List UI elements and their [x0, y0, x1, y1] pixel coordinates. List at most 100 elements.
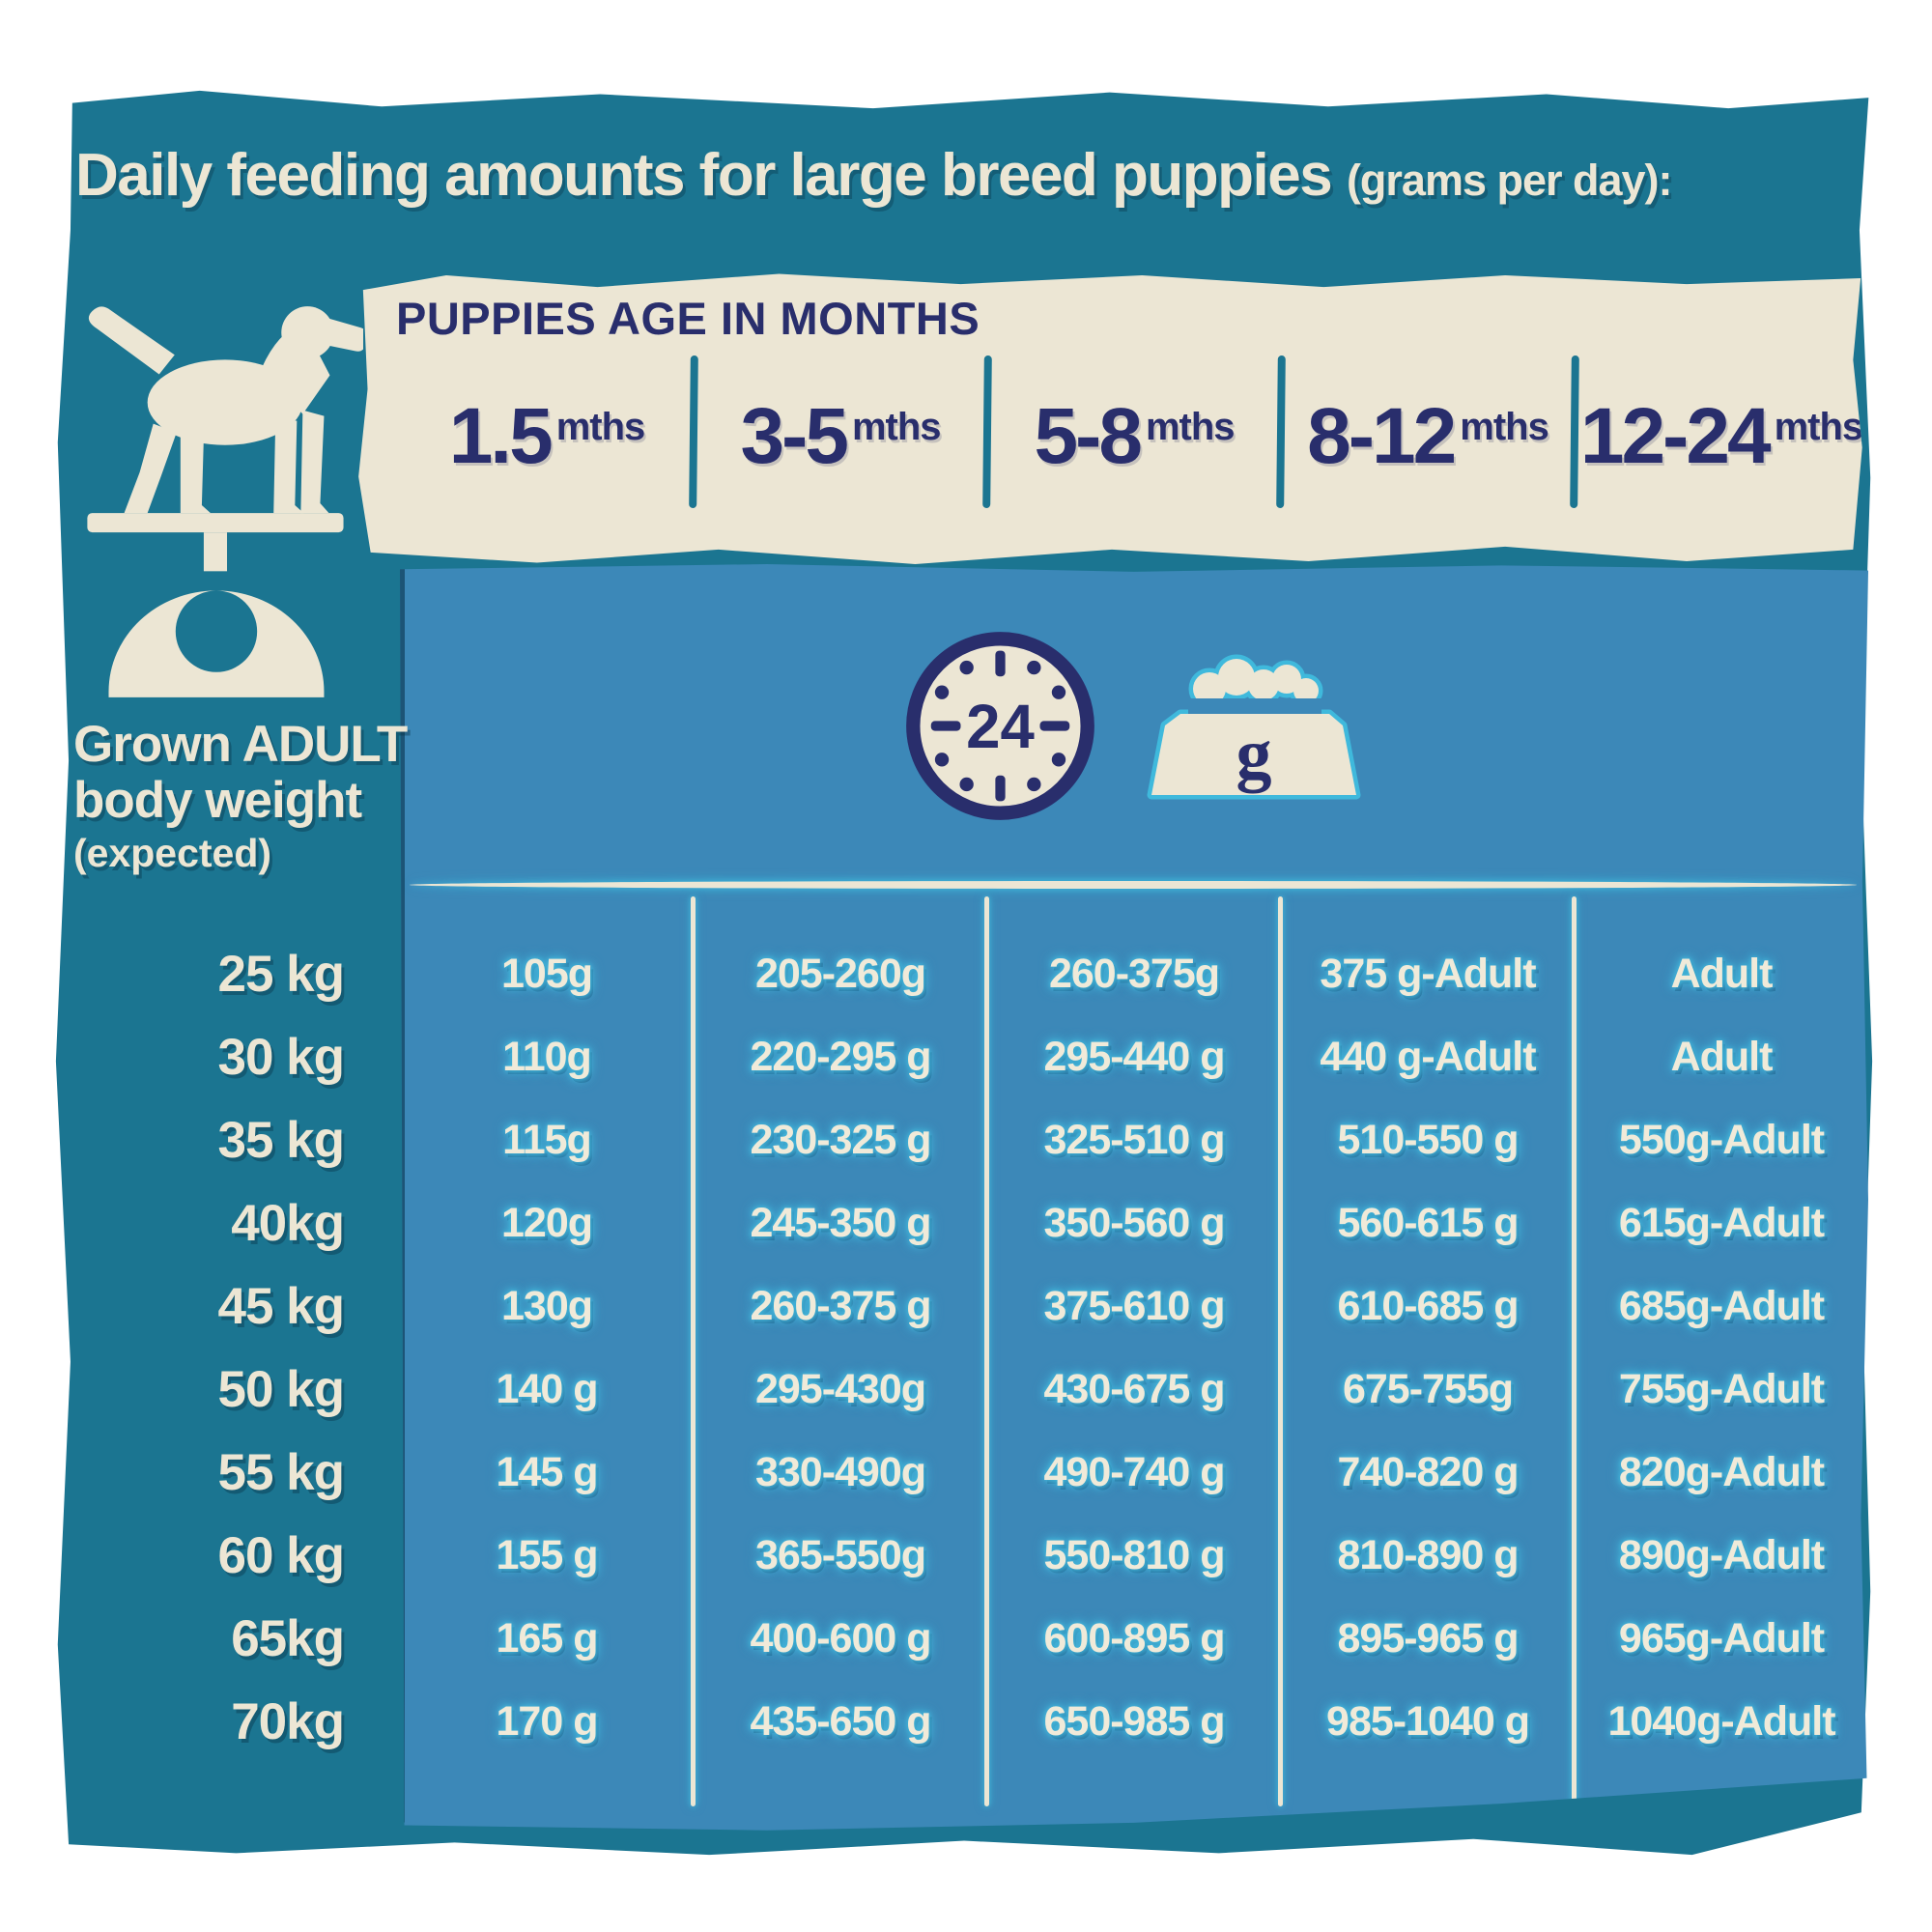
weight-label: 60 kg	[217, 1526, 345, 1584]
feeding-amount-cell: 260-375g	[1048, 950, 1220, 997]
weight-label: 30 kg	[217, 1028, 345, 1086]
data-grid: 105g 205-260g 260-375g 375 g-Adult Adult 110g…	[400, 932, 1868, 1763]
feeding-amount-cell: 170 g	[496, 1697, 599, 1745]
feeding-amount-cell: 755g-Adult	[1618, 1365, 1825, 1412]
age-header-title: PUPPIES AGE IN MONTHS	[396, 293, 980, 344]
page-title-main: Daily feeding amounts for large breed pu…	[75, 142, 1333, 209]
page-title-units: (grams per day):	[1346, 156, 1673, 205]
age-separator	[982, 355, 992, 509]
age-header-band: PUPPIES AGE IN MONTHS 1.5 mths 3-5 mths 5-8 m…	[358, 273, 1863, 564]
feeding-amount-cell: 375-610 g	[1043, 1282, 1225, 1329]
feeding-amount-cell: 400-600 g	[750, 1614, 931, 1662]
column-separator	[1572, 896, 1577, 1806]
feeding-amount-cell: 550g-Adult	[1618, 1116, 1825, 1163]
feeding-amount-cell: Adult	[1670, 1033, 1774, 1080]
feeding-amount-cell: 550-810 g	[1043, 1531, 1225, 1578]
dog-on-scale-icon	[87, 306, 363, 697]
feeding-amount-cell: 895-965 g	[1337, 1614, 1519, 1662]
weight-label: 35 kg	[217, 1111, 345, 1169]
age-separator	[1570, 355, 1579, 509]
age-column-header: 5-8 mths	[987, 352, 1281, 522]
age-column-header: 8-12 mths	[1281, 352, 1575, 522]
weight-label: 40kg	[231, 1194, 345, 1252]
feeding-amount-cell: 490-740 g	[1043, 1448, 1225, 1495]
feeding-amount-cell: 230-325 g	[750, 1116, 931, 1163]
feeding-amount-cell: 615g-Adult	[1618, 1199, 1825, 1246]
feeding-amount-cell: 965g-Adult	[1618, 1614, 1825, 1662]
column-separator	[1278, 896, 1283, 1806]
table-top-divider	[410, 881, 1857, 889]
feeding-amount-cell: 110g	[502, 1033, 592, 1080]
age-separator	[1276, 355, 1286, 509]
feeding-amount-cell: 685g-Adult	[1618, 1282, 1825, 1329]
feeding-amount-cell: 600-895 g	[1043, 1614, 1225, 1662]
feeding-amount-cell: 820g-Adult	[1618, 1448, 1825, 1495]
feeding-amount-cell: 890g-Adult	[1618, 1531, 1825, 1578]
page-title: Daily feeding amounts for large breed pu…	[75, 141, 1853, 210]
feeding-amount-cell: 375 g-Adult	[1320, 950, 1536, 997]
age-unit: mths	[1460, 405, 1549, 448]
feeding-amount-cell: 245-350 g	[750, 1199, 931, 1246]
feeding-amount-cell: 350-560 g	[1043, 1199, 1225, 1246]
row-header-line2: body weight	[73, 772, 362, 830]
bowl-grams-label: g	[1236, 715, 1272, 794]
age-value: 1.5	[448, 392, 554, 480]
feeding-amount-cell: 675-755g	[1342, 1365, 1514, 1412]
age-value: 5-8	[1034, 392, 1143, 480]
weight-label: 25 kg	[217, 945, 345, 1003]
weight-label: 45 kg	[217, 1277, 345, 1335]
feeding-amount-cell: 985-1040 g	[1326, 1697, 1530, 1745]
feeding-amount-cell: 435-650 g	[750, 1697, 931, 1745]
feeding-amount-cell: 365-550g	[754, 1531, 926, 1578]
feeding-table: 24 g 105g 205-260g 260-375g 375 g-Adult Adul…	[400, 564, 1868, 1831]
feeding-amount-cell: 145 g	[496, 1448, 599, 1495]
age-separator	[689, 355, 698, 509]
age-unit: mths	[555, 405, 646, 448]
feeding-amount-cell: 560-615 g	[1337, 1199, 1519, 1246]
weight-label: 65kg	[231, 1609, 345, 1667]
feeding-amount-cell: 740-820 g	[1337, 1448, 1519, 1495]
feeding-amount-cell: 440 g-Adult	[1320, 1033, 1536, 1080]
feeding-amount-cell: 205-260g	[754, 950, 926, 997]
age-column-header: 3-5 mths	[694, 352, 987, 522]
icons-row: 24 g	[400, 624, 1868, 827]
feeding-amount-cell: 430-675 g	[1043, 1365, 1225, 1412]
row-header-line1: Grown ADULT	[73, 716, 408, 773]
feeding-amount-cell: 120g	[500, 1199, 593, 1246]
row-header: Grown ADULT body weight (expected)	[73, 716, 408, 875]
feeding-amount-cell: 810-890 g	[1337, 1531, 1519, 1578]
feeding-amount-cell: 1040g-Adult	[1607, 1697, 1835, 1745]
feeding-amount-cell: 260-375 g	[750, 1282, 931, 1329]
feeding-amount-cell: 140 g	[496, 1365, 599, 1412]
feeding-amount-cell: 165 g	[496, 1614, 599, 1662]
feeding-amount-cell: 105g	[500, 950, 593, 997]
food-bowl-icon: g	[1147, 654, 1361, 800]
feeding-amount-cell: 330-490g	[754, 1448, 926, 1495]
column-separator	[984, 896, 989, 1806]
feeding-amount-cell: 220-295 g	[750, 1033, 931, 1080]
age-unit: mths	[851, 405, 942, 448]
clock-hours-label: 24	[966, 693, 1035, 761]
table-left-edge-line	[400, 564, 405, 1824]
age-value: 3-5	[740, 392, 849, 480]
feeding-amount-cell: 510-550 g	[1337, 1116, 1519, 1163]
age-value: 8-12	[1307, 392, 1457, 480]
feeding-amount-cell: Adult	[1670, 950, 1774, 997]
feeding-amount-cell: 155 g	[496, 1531, 599, 1578]
age-value: 12-24	[1579, 392, 1772, 480]
feeding-amount-cell: 115g	[502, 1116, 592, 1163]
weights-column: 25 kg 30 kg 35 kg 40kg 45 kg 50 kg 55 kg 60 kg 6…	[87, 932, 357, 1763]
column-separator	[691, 896, 696, 1806]
feeding-amount-cell: 295-440 g	[1043, 1033, 1225, 1080]
age-unit: mths	[1774, 405, 1863, 448]
weight-label: 55 kg	[217, 1443, 345, 1501]
age-column-header: 12-24 mths	[1575, 352, 1863, 522]
feeding-amount-cell: 325-510 g	[1043, 1116, 1225, 1163]
feeding-amount-cell: 295-430g	[754, 1365, 926, 1412]
feeding-amount-cell: 610-685 g	[1337, 1282, 1519, 1329]
weight-label: 70kg	[231, 1692, 345, 1750]
feeding-amount-cell: 130g	[500, 1282, 593, 1329]
age-column-header: 1.5 mths	[400, 352, 694, 522]
age-unit: mths	[1145, 405, 1236, 448]
clock-24h-icon: 24	[906, 631, 1094, 820]
